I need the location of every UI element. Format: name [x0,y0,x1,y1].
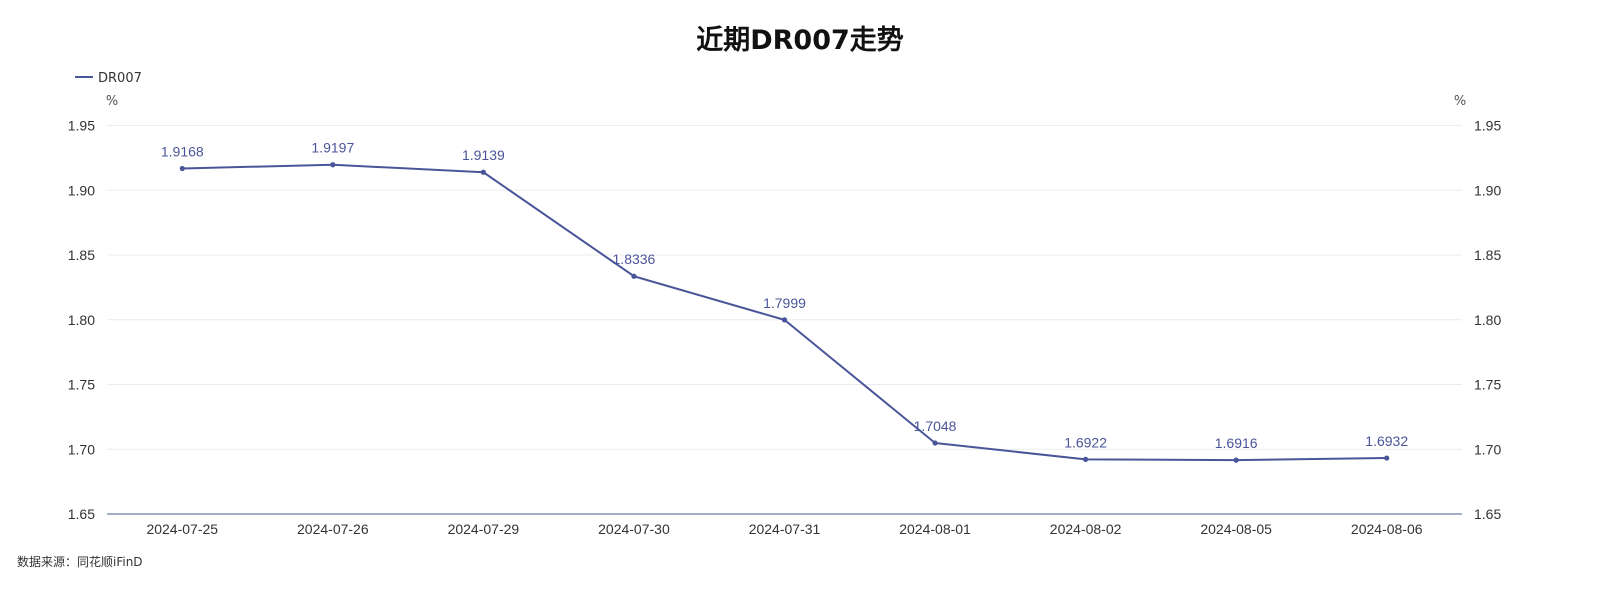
x-tick-label: 2024-07-30 [598,521,670,537]
data-point[interactable] [781,317,788,323]
legend-label-dr007: DR007 [98,71,142,86]
y-left-tick-label: 1.65 [68,506,95,522]
data-label: 1.8336 [613,251,656,267]
y-right-tick-label: 1.80 [1474,312,1501,328]
y-right-tick-label: 1.90 [1474,182,1501,198]
x-tick-label: 2024-07-25 [146,521,218,537]
x-tick-label: 2024-08-02 [1050,521,1122,537]
y-axis-left: 1.65 1.70 1.75 1.80 1.85 1.90 1.95 [68,118,95,523]
data-point[interactable] [1233,457,1239,463]
data-labels: 1.9168 1.9197 1.9139 1.8336 1.7999 1.7048 1.69… [161,140,1408,451]
x-axis: 2024-07-25 2024-07-26 2024-07-29 2024-07-30… [146,521,1422,537]
legend[interactable]: DR007 [75,71,142,86]
data-label: 1.6932 [1365,433,1408,449]
data-point[interactable] [330,162,336,168]
y-left-tick-label: 1.70 [68,441,95,457]
x-tick-label: 2024-07-31 [749,521,821,537]
x-tick-label: 2024-08-01 [899,521,971,537]
data-label: 1.9197 [311,140,354,156]
gridlines [107,125,1462,450]
x-tick-label: 2024-07-26 [297,521,369,537]
y-left-tick-label: 1.85 [68,247,95,263]
data-point[interactable] [932,440,938,446]
y-left-tick-label: 1.90 [68,182,95,198]
y-left-tick-label: 1.95 [68,118,95,134]
y-right-tick-label: 1.65 [1474,506,1501,522]
data-point[interactable] [1083,456,1089,462]
y-axis-right: 1.65 1.70 1.75 1.80 1.85 1.90 1.95 [1474,118,1501,523]
data-label: 1.7999 [763,295,806,311]
data-point[interactable] [480,169,486,175]
y-left-unit: % [106,94,118,109]
y-left-tick-label: 1.80 [68,312,95,328]
y-left-tick-label: 1.75 [68,377,95,393]
data-point[interactable] [1384,455,1390,461]
x-tick-label: 2024-08-05 [1200,521,1272,537]
chart-title: 近期DR007走势 [696,25,904,56]
y-right-tick-label: 1.75 [1474,377,1501,393]
data-label: 1.6922 [1064,434,1107,450]
x-tick-label: 2024-08-06 [1351,521,1423,537]
data-point[interactable] [631,273,637,279]
x-tick-label: 2024-07-29 [448,521,520,537]
data-label: 1.9139 [462,147,505,163]
series-line [182,163,1387,462]
data-label: 1.9168 [161,143,204,159]
source-note: 数据来源：同花顺iFinD [17,554,143,569]
y-right-tick-label: 1.85 [1474,247,1501,263]
data-label: 1.7048 [914,418,957,434]
data-label: 1.6916 [1215,435,1258,451]
y-right-unit: % [1454,94,1466,109]
series-dr007 [179,162,1390,463]
y-right-tick-label: 1.70 [1474,441,1501,457]
data-point[interactable] [179,165,185,172]
y-right-tick-label: 1.95 [1474,118,1501,134]
